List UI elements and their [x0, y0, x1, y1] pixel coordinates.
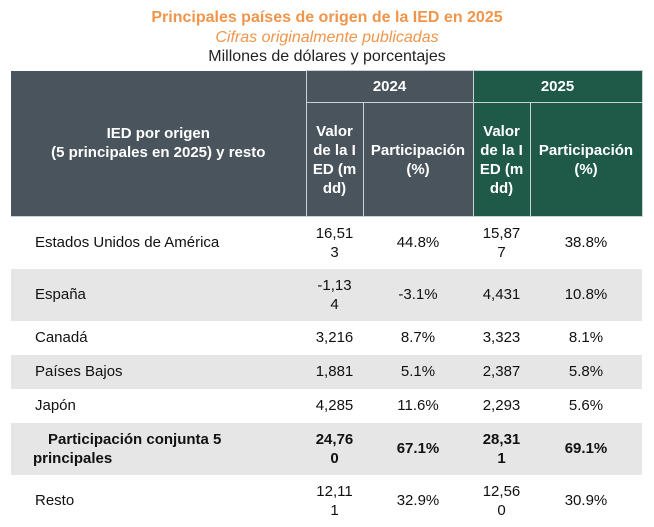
row-label: Países Bajos [11, 354, 306, 389]
table-row: Estados Unidos de América 16,513 44.8% 1… [11, 217, 642, 269]
year-header-2025: 2025 [472, 70, 643, 103]
share-2024: 5.1% [363, 354, 473, 389]
value-2024: 4,285 [315, 397, 354, 414]
value-2025: 28,311 [473, 422, 530, 475]
share-2024: 32.9% [396, 492, 440, 509]
row-header-line1: IED por origen [106, 125, 210, 143]
share-2024: 11.6% [397, 397, 439, 414]
row-header-line2: (5 principales en 2025) y resto [51, 144, 266, 162]
row-label: Resto [35, 492, 75, 509]
share-2025: 5.6% [568, 397, 604, 414]
row-label: Estados Unidos de América [35, 234, 220, 252]
title-block: Principales países de origen de la IED e… [0, 8, 654, 66]
row-label: Participación conjunta 5 principales [11, 422, 306, 475]
row-label: España [11, 268, 306, 321]
share-2025: 10.8% [530, 268, 642, 321]
share-header-2024: Participación (%) [362, 102, 474, 217]
table-row: España -1,134 -3.1% 4,431 10.8% [11, 268, 642, 321]
value-2025: 12,560 [482, 482, 521, 519]
table-row: Resto 12,111 32.9% 12,560 30.9% [11, 475, 642, 527]
share-2025: 30.9% [564, 492, 608, 509]
page-title: Principales países de origen de la IED e… [151, 9, 503, 26]
share-header-2025: Participación (%) [529, 102, 643, 217]
row-header: IED por origen (5 principales en 2025) y… [11, 70, 307, 217]
value-header-2024: Valor de la IED (mdd) [305, 102, 364, 217]
fdi-origin-table: IED por origen (5 principales en 2025) y… [11, 70, 643, 527]
share-2024: 67.1% [363, 422, 473, 475]
value-2025: 15,877 [482, 224, 521, 261]
table-row: Japón 4,285 11.6% 2,293 5.6% [11, 389, 642, 423]
share-2025: 69.1% [530, 422, 642, 475]
share-2025: 5.8% [530, 354, 642, 389]
share-2024: 44.8% [396, 234, 440, 252]
units-caption: Millones de dólares y porcentajes [208, 48, 446, 65]
share-2025: 8.1% [568, 329, 604, 346]
value-2024: 3,216 [315, 329, 354, 346]
share-2025: 38.8% [564, 234, 608, 252]
table-row-total: Participación conjunta 5 principales 24,… [11, 422, 642, 475]
value-header-2025: Valor de la IED (mdd) [472, 102, 531, 217]
row-label: Canadá [35, 329, 88, 346]
value-2024: 16,513 [315, 224, 354, 261]
row-label: Japón [35, 397, 76, 414]
table-row: Canadá 3,216 8.7% 3,323 8.1% [11, 321, 642, 355]
value-2024: 1,881 [306, 354, 363, 389]
value-2024: 24,760 [306, 422, 363, 475]
value-2024: -1,134 [306, 268, 363, 321]
value-2025: 2,293 [482, 397, 521, 414]
value-2025: 3,323 [482, 329, 521, 346]
value-2025: 2,387 [473, 354, 530, 389]
year-header-2024: 2024 [305, 70, 474, 103]
value-2024: 12,111 [316, 482, 353, 519]
value-2025: 4,431 [473, 268, 530, 321]
share-2024: 8.7% [400, 329, 436, 346]
table-row: Países Bajos 1,881 5.1% 2,387 5.8% [11, 354, 642, 389]
page-subtitle: Cifras originalmente publicadas [215, 29, 439, 46]
share-2024: -3.1% [363, 268, 473, 321]
